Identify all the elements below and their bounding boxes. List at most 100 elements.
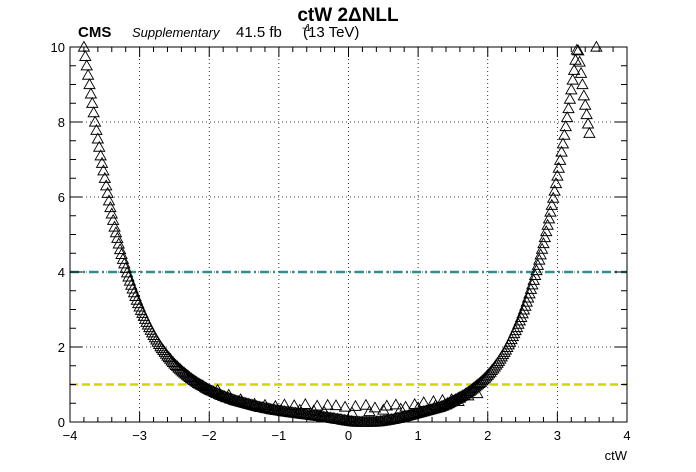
data-point (115, 247, 128, 259)
data-point (519, 299, 532, 311)
data-point (169, 358, 183, 370)
data-point (123, 274, 137, 286)
data-point (162, 351, 176, 363)
data-point (299, 397, 312, 409)
data-point (165, 354, 178, 366)
data-point (377, 403, 390, 415)
data-point (175, 364, 188, 376)
data-point (234, 393, 247, 405)
data-point (445, 393, 458, 405)
data-point (513, 314, 527, 326)
data-point (170, 360, 184, 372)
data-point (512, 317, 525, 329)
x-tick-label: 2 (484, 428, 491, 443)
y-tick-label: 6 (58, 190, 65, 205)
x-tick-label: 0 (345, 428, 352, 443)
data-point (475, 374, 489, 386)
data-point (453, 391, 467, 403)
data-point (248, 397, 261, 409)
data-point (287, 399, 301, 411)
data-point (389, 398, 403, 410)
data-point (173, 362, 187, 374)
data-point (112, 237, 126, 249)
data-point (574, 66, 588, 78)
energy-label: (13 TeV) (303, 24, 359, 41)
data-point (124, 278, 138, 290)
data-point (580, 108, 593, 120)
data-point (441, 396, 454, 408)
data-point (545, 198, 559, 210)
data-point (168, 357, 181, 369)
data-point (417, 396, 430, 408)
data-point (583, 126, 596, 138)
data-point (565, 83, 578, 95)
data-point (278, 398, 291, 410)
data-point (516, 307, 529, 319)
data-point (349, 399, 362, 411)
luminosity-label: 41.5 fb (236, 24, 282, 41)
y-tick-label: 4 (58, 265, 65, 280)
data-point (544, 205, 557, 217)
x-tick-label: −1 (271, 428, 286, 443)
data-point (92, 140, 106, 152)
data-point (87, 106, 100, 118)
data-point (471, 387, 484, 399)
data-point (569, 53, 582, 65)
data-point (258, 398, 272, 410)
data-point (553, 153, 567, 165)
chart-title: ctW 2ΔNLL (297, 5, 399, 26)
x-tick-label: 3 (554, 428, 561, 443)
data-point (310, 399, 324, 411)
data-point (411, 401, 425, 413)
data-point (345, 406, 359, 418)
data-point (119, 261, 132, 273)
data-point (560, 111, 574, 123)
tick-labels: −4 −3 −2 −1 0 1 2 3 4 0 2 4 6 8 10 (51, 40, 631, 443)
data-point (571, 44, 585, 56)
data-point (126, 282, 139, 294)
status-label: Supplementary (132, 25, 221, 40)
data-point (166, 355, 180, 367)
data-point (176, 365, 190, 377)
data-point (551, 169, 564, 181)
data-points (77, 40, 603, 427)
data-point (109, 226, 123, 238)
data-point (429, 399, 442, 411)
data-point (122, 270, 135, 282)
data-point (161, 349, 174, 361)
data-point (368, 401, 382, 413)
data-point (566, 73, 579, 85)
data-point (578, 98, 592, 110)
axis-ticks (69, 46, 628, 423)
data-point (537, 237, 550, 249)
data-point (321, 398, 334, 410)
data-point (363, 405, 376, 417)
data-point (133, 300, 146, 312)
data-point (576, 78, 589, 90)
data-point (521, 291, 535, 303)
data-point (106, 213, 120, 225)
data-point (211, 383, 224, 395)
data-point (563, 92, 577, 104)
data-point (338, 400, 352, 412)
data-point (577, 89, 591, 101)
data-point (590, 40, 603, 52)
experiment-label: CMS (78, 24, 111, 41)
data-point (329, 399, 343, 411)
data-point (127, 286, 141, 298)
data-point (562, 102, 575, 114)
data-point (359, 398, 373, 410)
data-point (436, 393, 449, 405)
data-point (541, 218, 554, 230)
data-point (570, 43, 584, 55)
y-tick-label: 8 (58, 115, 65, 130)
data-point (120, 266, 134, 278)
data-point (113, 243, 127, 255)
data-point (474, 375, 488, 387)
data-point (538, 231, 552, 243)
data-point (535, 242, 549, 254)
data-point (549, 177, 563, 189)
x-tick-label: −4 (63, 428, 78, 443)
x-tick-label: 4 (623, 428, 630, 443)
data-point (90, 123, 103, 135)
